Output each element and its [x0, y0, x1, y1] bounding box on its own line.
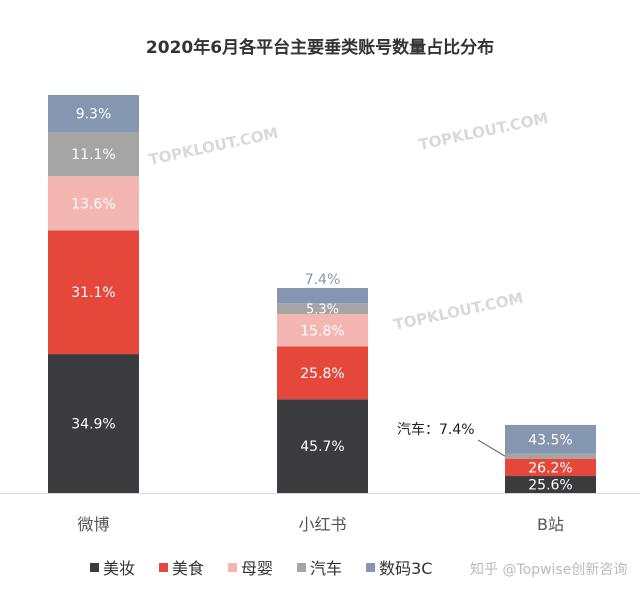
- bar-segment: [277, 303, 368, 315]
- legend-swatch: [228, 563, 238, 572]
- chart-title: 2020年6月各平台主要垂类账号数量占比分布: [145, 38, 495, 58]
- legend-swatch: [159, 563, 169, 572]
- annotation-leader: [477, 439, 506, 457]
- bar-segment: [505, 453, 596, 459]
- watermark: TOPKLOUT.COM: [417, 109, 550, 154]
- legend-swatch: [366, 563, 376, 572]
- data-label: 26.2%: [528, 460, 572, 476]
- data-label: 15.8%: [300, 323, 344, 339]
- legend-label: 数码3C: [379, 559, 432, 578]
- legend-swatch: [297, 563, 307, 572]
- annotation-label: 汽车：7.4%: [397, 421, 475, 438]
- bar-segment: [277, 399, 368, 493]
- data-label: 7.4%: [305, 272, 341, 288]
- bar-segment: [48, 132, 139, 177]
- data-label: 25.8%: [300, 366, 344, 382]
- bar-segment: [505, 476, 596, 493]
- watermark: TOPKLOUT.COM: [147, 124, 280, 169]
- data-label: 43.5%: [528, 432, 572, 448]
- category-label: 微博: [77, 515, 109, 534]
- bar-segment: [277, 314, 368, 347]
- bar-segment: [505, 458, 596, 477]
- legend-label: 美妆: [103, 559, 135, 578]
- data-label: 9.3%: [76, 107, 112, 123]
- data-label: 31.1%: [71, 285, 115, 301]
- watermark: TOPKLOUT.COM: [392, 289, 525, 334]
- data-label: 13.6%: [71, 196, 115, 212]
- bar-segment: [277, 288, 368, 304]
- legend-label: 母婴: [241, 559, 273, 578]
- category-label: B站: [537, 515, 564, 534]
- watermark: 知乎 @Topwise创新咨询: [470, 561, 627, 578]
- bar-segment: [48, 176, 139, 231]
- bar-segment: [48, 95, 139, 133]
- bar-segment: [48, 230, 139, 355]
- legend-label: 美食: [172, 559, 204, 578]
- bar-segment: [505, 424, 596, 454]
- legend-label: 汽车: [310, 559, 342, 578]
- data-label: 45.7%: [300, 439, 344, 455]
- data-label: 25.6%: [528, 478, 572, 494]
- legend-swatch: [90, 563, 99, 572]
- bar-segment: [277, 346, 368, 400]
- bar-segment: [48, 354, 139, 493]
- data-label: 5.3%: [306, 303, 339, 318]
- category-label: 小红书: [298, 515, 346, 534]
- data-label: 34.9%: [71, 417, 115, 433]
- data-label: 11.1%: [71, 147, 115, 163]
